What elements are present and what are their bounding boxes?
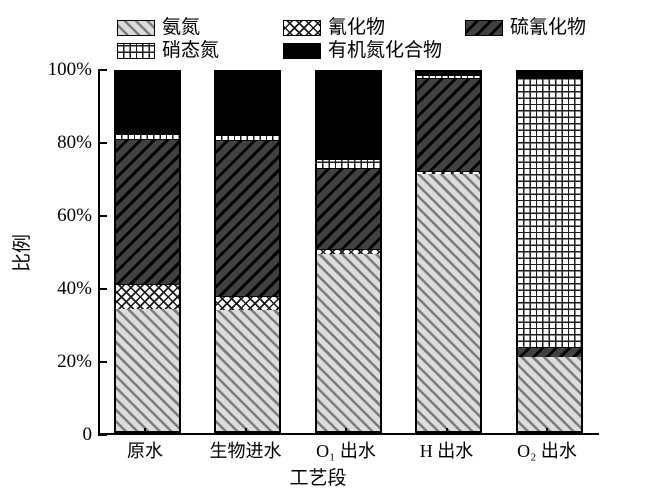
x-tick xyxy=(445,428,448,435)
x-tick xyxy=(546,428,549,435)
y-tick-label: 40% xyxy=(57,278,92,299)
segment-solid xyxy=(417,72,480,75)
segment-diag-dark xyxy=(417,78,480,171)
legend-item: 氰化物 xyxy=(283,17,386,38)
bar-5 xyxy=(515,70,583,433)
y-tick xyxy=(98,288,107,291)
segment-diag-dark xyxy=(517,346,581,357)
segment-cross xyxy=(316,249,380,254)
segment-diag-light xyxy=(517,356,581,431)
legend-item: 硝态氮 xyxy=(117,40,220,61)
x-tick-label: O₂ 出水 xyxy=(517,441,577,461)
legend-swatch-solid-icon xyxy=(283,43,321,59)
segment-cross xyxy=(115,283,179,309)
legend-item: 氨氮 xyxy=(117,17,201,38)
x-tick xyxy=(144,428,147,435)
legend-swatch-diag-dark-icon xyxy=(465,20,503,36)
bar-2 xyxy=(214,70,281,433)
segment-diag-light xyxy=(216,310,279,431)
legend-item: 硫氰化物 xyxy=(465,17,587,38)
x-tick xyxy=(345,428,348,435)
segment-diag-dark xyxy=(316,167,380,249)
legend-label: 有机氮化合物 xyxy=(328,40,443,61)
x-tick-label: 生物进水 xyxy=(209,441,282,461)
y-tick-label: 0 xyxy=(82,424,93,445)
segment-cross xyxy=(216,296,279,311)
legend-swatch-cross-icon xyxy=(283,20,321,36)
bar-1 xyxy=(113,70,181,433)
segment-solid xyxy=(517,72,581,79)
segment-diag-light xyxy=(316,253,380,431)
segment-grid xyxy=(115,134,179,140)
x-tick-label: 原水 xyxy=(127,441,163,461)
x-tick-label: O₁ 出水 xyxy=(316,441,376,461)
x-tick-label: H 出水 xyxy=(419,441,474,461)
bar-4 xyxy=(415,70,482,433)
segment-diag-light xyxy=(417,174,480,431)
segment-diag-dark xyxy=(115,139,179,284)
x-tick xyxy=(244,428,247,435)
y-tick-label: 100% xyxy=(47,59,92,80)
y-tick xyxy=(98,142,107,145)
segment-grid xyxy=(417,74,480,79)
segment-solid xyxy=(115,72,179,135)
segment-solid xyxy=(316,72,380,159)
legend-label: 氰化物 xyxy=(328,17,386,38)
segment-grid xyxy=(517,78,581,347)
legend-swatch-diag-light-icon xyxy=(117,20,155,36)
legend-swatch-grid-icon xyxy=(117,43,155,59)
segment-cross xyxy=(417,170,480,175)
y-tick-label: 80% xyxy=(57,132,92,153)
segment-grid xyxy=(316,158,380,168)
legend-label: 氨氮 xyxy=(162,17,201,38)
legend-label: 硫氰化物 xyxy=(510,17,587,38)
bar-3 xyxy=(314,70,382,433)
y-tick-label: 60% xyxy=(57,205,92,226)
segment-solid xyxy=(216,72,279,135)
segment-diag-dark xyxy=(216,140,279,297)
legend-label: 硝态氮 xyxy=(162,40,220,61)
y-tick xyxy=(98,434,107,437)
plot-area xyxy=(98,70,599,435)
y-tick xyxy=(98,361,107,364)
y-tick-label: 20% xyxy=(57,351,92,372)
segment-grid xyxy=(216,134,279,141)
x-axis-title: 工艺段 xyxy=(289,468,347,489)
segment-diag-light xyxy=(115,308,179,431)
legend-item: 有机氮化合物 xyxy=(283,40,443,61)
y-tick xyxy=(98,69,107,72)
y-tick xyxy=(98,215,107,218)
